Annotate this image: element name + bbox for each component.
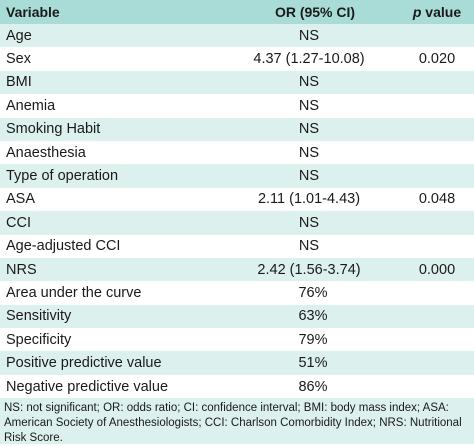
row-variable: ASA	[6, 191, 36, 208]
row-variable: BMI	[6, 74, 32, 91]
summary-value: 79%	[298, 331, 328, 348]
summary-label: Negative predictive value	[6, 378, 169, 395]
row-or: 2.42 (1.56-3.74)	[257, 261, 361, 278]
row-or: 4.37 (1.27-10.08)	[253, 51, 365, 68]
table-footnote: NS: not significant; OR: odds ratio; CI:…	[0, 398, 474, 445]
row-variable: CCI	[6, 214, 31, 231]
row-or: NS	[298, 97, 320, 114]
row-p: 0.000	[418, 261, 456, 278]
header-or: OR (95% CI)	[274, 4, 356, 20]
summary-row: Negative predictive value 86%	[0, 374, 474, 399]
header-p-rest: value	[421, 4, 462, 20]
header-p-italic: p	[412, 4, 422, 20]
table-row: Smoking Habit NS	[0, 117, 474, 141]
row-or: NS	[298, 214, 320, 231]
table-row: BMI NS	[0, 70, 474, 95]
row-or: NS	[298, 144, 320, 161]
row-variable: Sex	[6, 51, 31, 68]
summary-value: 63%	[298, 308, 328, 325]
summary-label: Specificity	[6, 331, 72, 348]
row-variable: Smoking Habit	[6, 121, 101, 138]
summary-value: 51%	[298, 355, 328, 372]
row-variable: Age	[6, 27, 32, 44]
row-variable: Anemia	[6, 97, 56, 114]
summary-value: 76%	[298, 284, 328, 301]
row-variable: Anaesthesia	[6, 144, 86, 161]
table-row: Anemia NS	[0, 94, 474, 118]
row-or: NS	[298, 121, 320, 138]
row-variable: Age-adjusted CCI	[6, 238, 121, 255]
row-p: 0.048	[418, 191, 456, 208]
header-p-value: p value	[400, 4, 474, 20]
table-row: Age-adjusted CCI NS	[0, 234, 474, 258]
table-row: Age NS	[0, 24, 474, 48]
summary-row: Specificity 79%	[0, 328, 474, 352]
row-or: NS	[298, 238, 320, 255]
table-row: ASA 2.11 (1.01-4.43) 0.048	[0, 187, 474, 212]
summary-label: Area under the curve	[6, 284, 142, 301]
row-or: 2.11 (1.01-4.43)	[257, 191, 361, 208]
row-or: NS	[298, 74, 320, 91]
table-row: Anaesthesia NS	[0, 140, 474, 165]
row-or: NS	[298, 168, 320, 185]
table-row: Sex 4.37 (1.27-10.08) 0.020	[0, 47, 474, 71]
table-row: NRS 2.42 (1.56-3.74) 0.000	[0, 257, 474, 282]
header-variable: Variable	[6, 4, 60, 20]
table-body: Age NS Sex 4.37 (1.27-10.08) 0.020 BMI N…	[0, 24, 474, 399]
row-p: 0.020	[418, 51, 456, 68]
summary-row: Sensitivity 63%	[0, 304, 474, 329]
row-variable: Type of operation	[6, 168, 119, 185]
summary-label: Positive predictive value	[6, 355, 162, 372]
row-or: NS	[298, 27, 320, 44]
summary-row: Positive predictive value 51%	[0, 351, 474, 375]
table-header: Variable OR (95% CI) p value	[0, 0, 474, 24]
table-row: CCI NS	[0, 211, 474, 235]
summary-row: Area under the curve 76%	[0, 281, 474, 305]
table-row: Type of operation NS	[0, 164, 474, 188]
summary-label: Sensitivity	[6, 308, 72, 325]
row-variable: NRS	[6, 261, 37, 278]
summary-value: 86%	[298, 378, 328, 395]
